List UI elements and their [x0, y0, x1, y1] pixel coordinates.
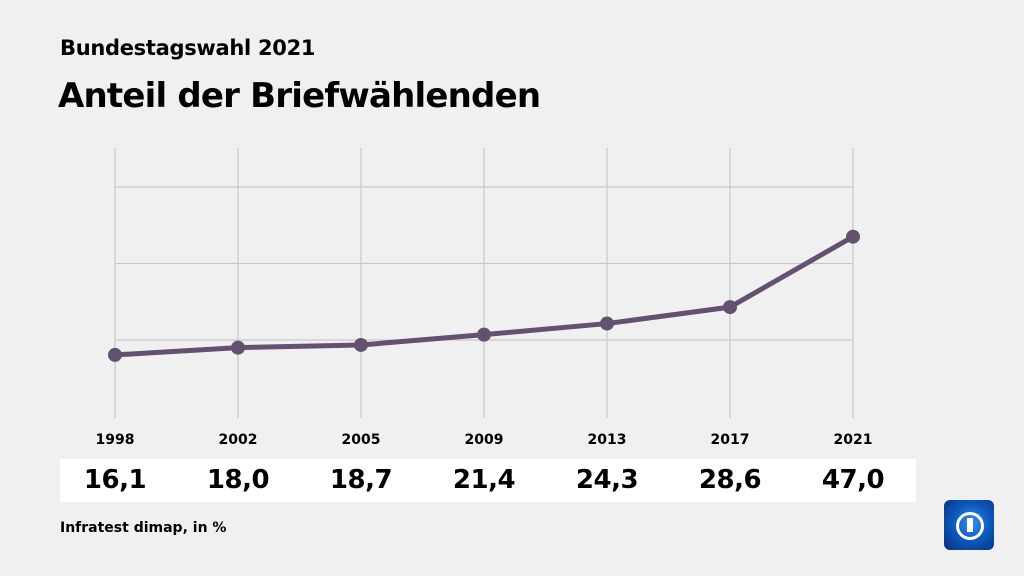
x-tick-label: 2013	[588, 432, 627, 448]
data-value-label: 24,3	[575, 465, 639, 495]
tagesschau-logo-icon	[944, 500, 994, 550]
data-point	[477, 327, 491, 342]
x-tick-label: 2009	[465, 432, 504, 448]
x-tick-label: 2021	[834, 432, 873, 448]
data-value-label: 18,0	[206, 465, 270, 495]
data-value-label: 28,6	[698, 465, 762, 495]
data-point	[846, 229, 860, 244]
value-label-bar	[60, 459, 916, 502]
data-point	[723, 300, 737, 315]
x-tick-label: 2017	[711, 432, 750, 448]
data-point	[231, 340, 245, 355]
chart-subtitle: Bundestagswahl 2021	[60, 36, 316, 60]
x-tick-label: 1998	[96, 432, 135, 448]
data-point	[600, 316, 614, 331]
source-note: Infratest dimap, in %	[60, 520, 227, 536]
data-value-label: 18,7	[329, 465, 393, 495]
data-value-label: 21,4	[452, 465, 516, 495]
data-value-label: 47,0	[821, 465, 885, 495]
data-value-label: 16,1	[83, 465, 147, 495]
x-tick-label: 2002	[219, 432, 258, 448]
x-tick-label: 2005	[342, 432, 381, 448]
data-point	[354, 337, 368, 352]
chart-title: Anteil der Briefwählenden	[58, 76, 541, 116]
data-point	[108, 347, 122, 362]
